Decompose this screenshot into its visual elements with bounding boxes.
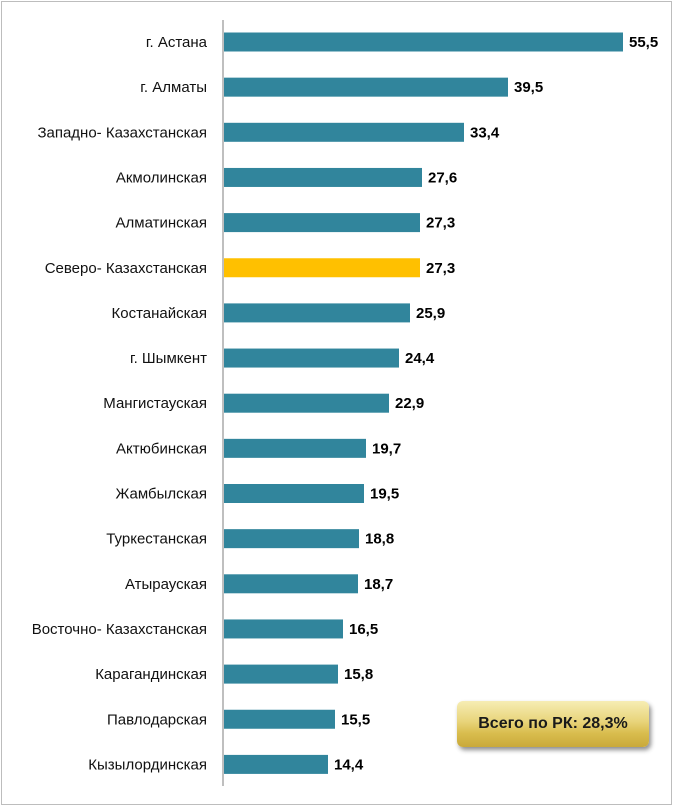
bar [224,438,366,458]
bar-highlighted [224,258,420,278]
category-label: Западно- Казахстанская [37,124,207,141]
bar [224,754,328,774]
bar [224,484,364,503]
category-label: Карагандинская [95,666,207,683]
value-label: 18,7 [364,576,393,593]
bar [224,122,464,142]
value-label: 27,3 [426,260,455,277]
value-label: 14,4 [334,756,364,773]
value-label: 25,9 [416,305,445,322]
category-label: Акмолинская [116,169,207,186]
bar [224,32,623,52]
value-label: 27,3 [426,215,455,232]
value-label: 22,9 [395,395,424,412]
value-label: 24,4 [405,350,435,367]
bar [224,348,399,368]
bar [224,619,343,639]
bar [224,213,420,233]
category-label: Туркестанская [106,531,207,548]
bar [224,574,358,594]
value-label: 39,5 [514,79,543,96]
value-label: 18,8 [365,531,394,548]
bar [224,664,338,684]
value-label: 19,7 [372,440,401,457]
category-label: Жамбылская [116,486,208,503]
bar [224,529,359,549]
total-summary-badge: Всего по РК: 28,3% [457,701,649,747]
category-label: Павлодарская [107,711,207,728]
value-label: 15,8 [344,666,373,683]
value-label: 33,4 [470,124,500,141]
category-label: Алматинская [116,215,207,232]
bar [224,709,335,729]
value-label: 19,5 [370,486,399,503]
value-label: 27,6 [428,169,457,186]
category-label: Актюбинская [116,440,207,457]
category-label: Атырауская [125,576,207,593]
category-label: Мангистауская [103,395,207,412]
category-label: г. Алматы [140,79,207,96]
bar [224,303,410,323]
category-label: г. Шымкент [130,350,207,367]
category-label: Кызылординская [88,756,207,773]
category-label: Костанайская [112,305,208,322]
bar [224,77,508,97]
value-label: 16,5 [349,621,378,638]
value-label: 15,5 [341,711,370,728]
bar [224,393,389,413]
bar [224,167,422,187]
category-label: Восточно- Казахстанская [32,621,207,638]
category-label: г. Астана [146,34,208,51]
category-label: Северо- Казахстанская [45,260,207,277]
value-label: 55,5 [629,34,658,51]
